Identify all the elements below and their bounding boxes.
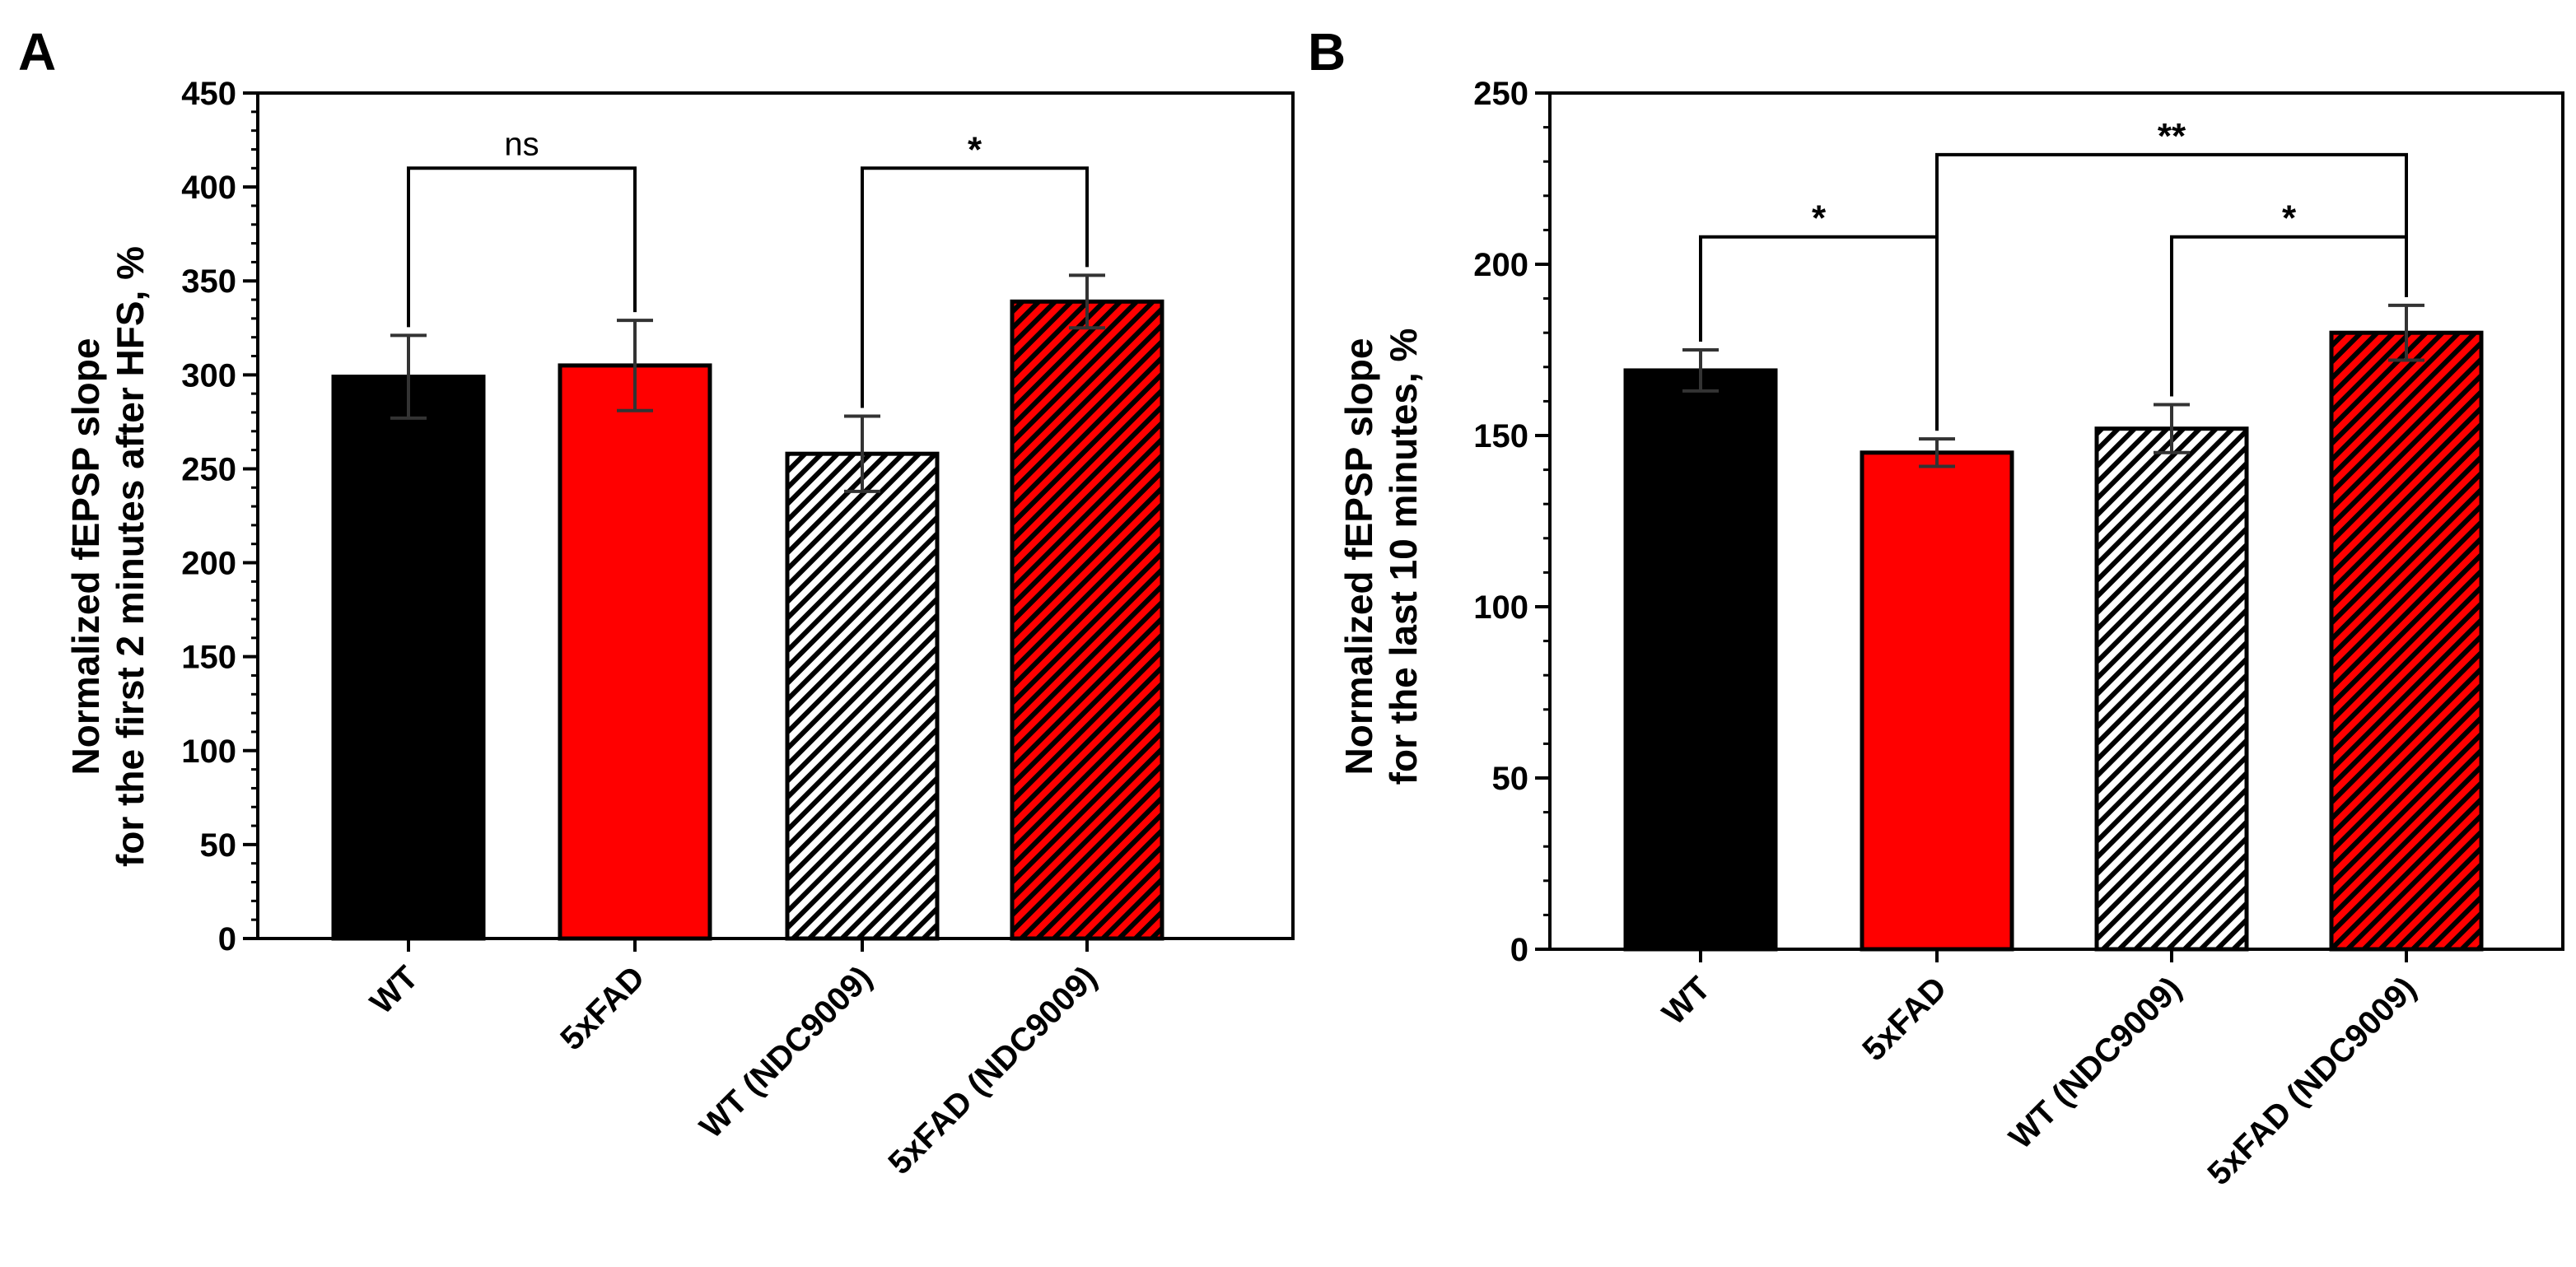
y-tick-label: 100 bbox=[1473, 589, 1528, 626]
significance-bracket bbox=[2170, 235, 2408, 397]
panel-b: B Normalized fEPSP slope for the last 10… bbox=[1308, 22, 2564, 1192]
panel-a-plot: 0 50 100 150 200 250 300 350 400 450 WT 5xFAD WT (ND… bbox=[181, 76, 1295, 1181]
bar bbox=[1010, 299, 1164, 941]
y-tick-label: 200 bbox=[1473, 247, 1528, 283]
y-tick-label: 250 bbox=[181, 451, 236, 487]
significance-bracket bbox=[407, 166, 637, 328]
y-tick-label: 450 bbox=[181, 76, 236, 112]
significance-label: ns bbox=[504, 126, 539, 162]
y-tick-label: 400 bbox=[181, 170, 236, 206]
y-tick-label: 50 bbox=[1492, 761, 1529, 797]
panel-a-ylabel-line1: Normalized fEPSP slope bbox=[64, 338, 107, 776]
significance-label: * bbox=[1812, 198, 1827, 239]
y-tick-label: 0 bbox=[218, 921, 236, 957]
panel-b-ylabel-line2: for the last 10 minutes, % bbox=[1382, 328, 1425, 785]
panel-b-label: B bbox=[1308, 22, 1346, 82]
category-label: 5xFAD bbox=[553, 959, 651, 1057]
category-label: WT bbox=[1655, 970, 1717, 1032]
y-tick-label: 0 bbox=[1510, 932, 1528, 968]
bar bbox=[785, 451, 940, 941]
category-label: 5xFAD (NDC9009) bbox=[2200, 970, 2423, 1192]
bar bbox=[1623, 368, 1778, 952]
y-tick-label: 250 bbox=[1473, 76, 1528, 112]
y-tick-label: 150 bbox=[181, 640, 236, 676]
category-label: WT (NDC9009) bbox=[693, 959, 879, 1145]
plot-frame bbox=[256, 91, 1295, 940]
significance-label: ** bbox=[2158, 116, 2186, 156]
significance-label: * bbox=[968, 129, 982, 170]
category-label: 5xFAD bbox=[1855, 970, 1953, 1068]
category-label: WT bbox=[363, 959, 425, 1021]
category-label: WT (NDC9009) bbox=[2002, 970, 2188, 1156]
panel-b-plot: 0 50 100 150 200 250 WT 5xFAD WT (NDC9009) 5xFAD … bbox=[1473, 76, 2564, 1192]
bar bbox=[558, 363, 712, 941]
y-tick-label: 150 bbox=[1473, 418, 1528, 454]
bar bbox=[1860, 450, 2014, 952]
significance-bracket bbox=[1935, 152, 2408, 431]
panel-b-ylabel-line1: Normalized fEPSP slope bbox=[1337, 338, 1380, 776]
significance-label: * bbox=[2282, 198, 2297, 239]
y-tick-label: 100 bbox=[181, 734, 236, 770]
significance-bracket bbox=[861, 166, 1089, 408]
panel-a-ylabel-line2: for the first 2 minutes after HFS, % bbox=[109, 246, 152, 867]
y-tick-label: 300 bbox=[181, 357, 236, 394]
bar bbox=[2094, 426, 2249, 952]
bar bbox=[331, 375, 486, 941]
category-label: 5xFAD (NDC9009) bbox=[881, 959, 1104, 1181]
y-tick-label: 200 bbox=[181, 546, 236, 582]
y-tick-label: 350 bbox=[181, 263, 236, 300]
panel-b-y-label: Normalized fEPSP slope for the last 10 m… bbox=[1337, 328, 1425, 785]
panel-a-label: A bbox=[18, 22, 56, 82]
panel-a-y-label: Normalized fEPSP slope for the first 2 m… bbox=[64, 246, 152, 867]
y-tick-label: 50 bbox=[200, 827, 237, 864]
panel-a: A Normalized fEPSP slope for the first 2… bbox=[18, 22, 1295, 1181]
bar bbox=[2329, 330, 2484, 952]
plot-frame bbox=[1548, 91, 2564, 951]
